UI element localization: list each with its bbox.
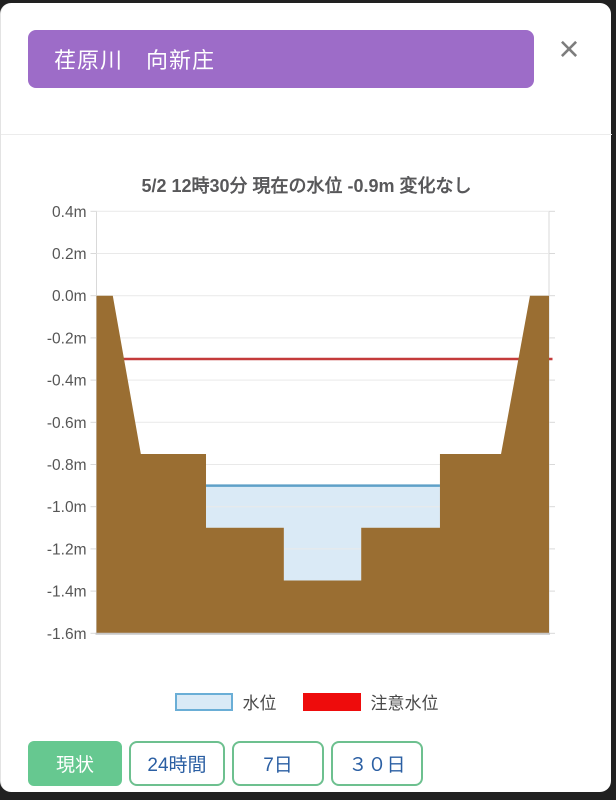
chart-title: 5/2 12時30分 現在の水位 -0.9m 変化なし [141, 176, 472, 196]
station-title: 荏原川 向新庄 [54, 48, 216, 73]
station-title-bar: 荏原川 向新庄 [28, 30, 534, 88]
period-button-7d[interactable]: 7日 [232, 741, 324, 786]
water-level-cross-section-chart: 0.4m 0.2m 0.0m -0.2m -0.4m -0.6m -0.8m -1.0m -1.… [47, 204, 555, 643]
period-button-row: 現状 24時間 7日 ３０日 [28, 741, 423, 786]
legend-item-water-level[interactable]: 水位 [174, 689, 277, 714]
y-tick-label: -0.4m [47, 373, 87, 390]
header-divider [1, 134, 612, 135]
y-tick-label: -0.6m [47, 415, 87, 432]
legend-label: 注意水位 [370, 694, 439, 713]
y-tick-label: -1.2m [47, 541, 87, 558]
y-tick-label: -1.0m [47, 499, 87, 516]
water-area [206, 485, 440, 581]
period-button-current[interactable]: 現状 [28, 741, 122, 786]
water-level-swatch [174, 692, 233, 711]
chart-legend: 水位 注意水位 [1, 689, 612, 714]
y-tick-label: -1.4m [47, 584, 87, 601]
y-tick-label: 0.2m [52, 246, 86, 263]
close-icon[interactable]: × [549, 27, 589, 71]
legend-label: 水位 [242, 694, 277, 713]
period-button-30d[interactable]: ３０日 [331, 741, 423, 786]
y-tick-label: 0.4m [52, 204, 86, 221]
y-tick-label: -0.8m [47, 457, 87, 474]
y-tick-label: -1.6m [47, 626, 87, 643]
period-button-24h[interactable]: 24時間 [129, 741, 225, 786]
y-tick-label: 0.0m [52, 288, 86, 305]
y-tick-label: -0.2m [47, 330, 87, 347]
caution-level-swatch [302, 692, 361, 711]
water-level-modal: 荏原川 向新庄 × 5/2 12時30分 現在の水位 -0.9m 変化なし 0.… [0, 3, 612, 792]
riverbed-ground [96, 295, 549, 634]
legend-item-caution-level[interactable]: 注意水位 [302, 689, 439, 714]
